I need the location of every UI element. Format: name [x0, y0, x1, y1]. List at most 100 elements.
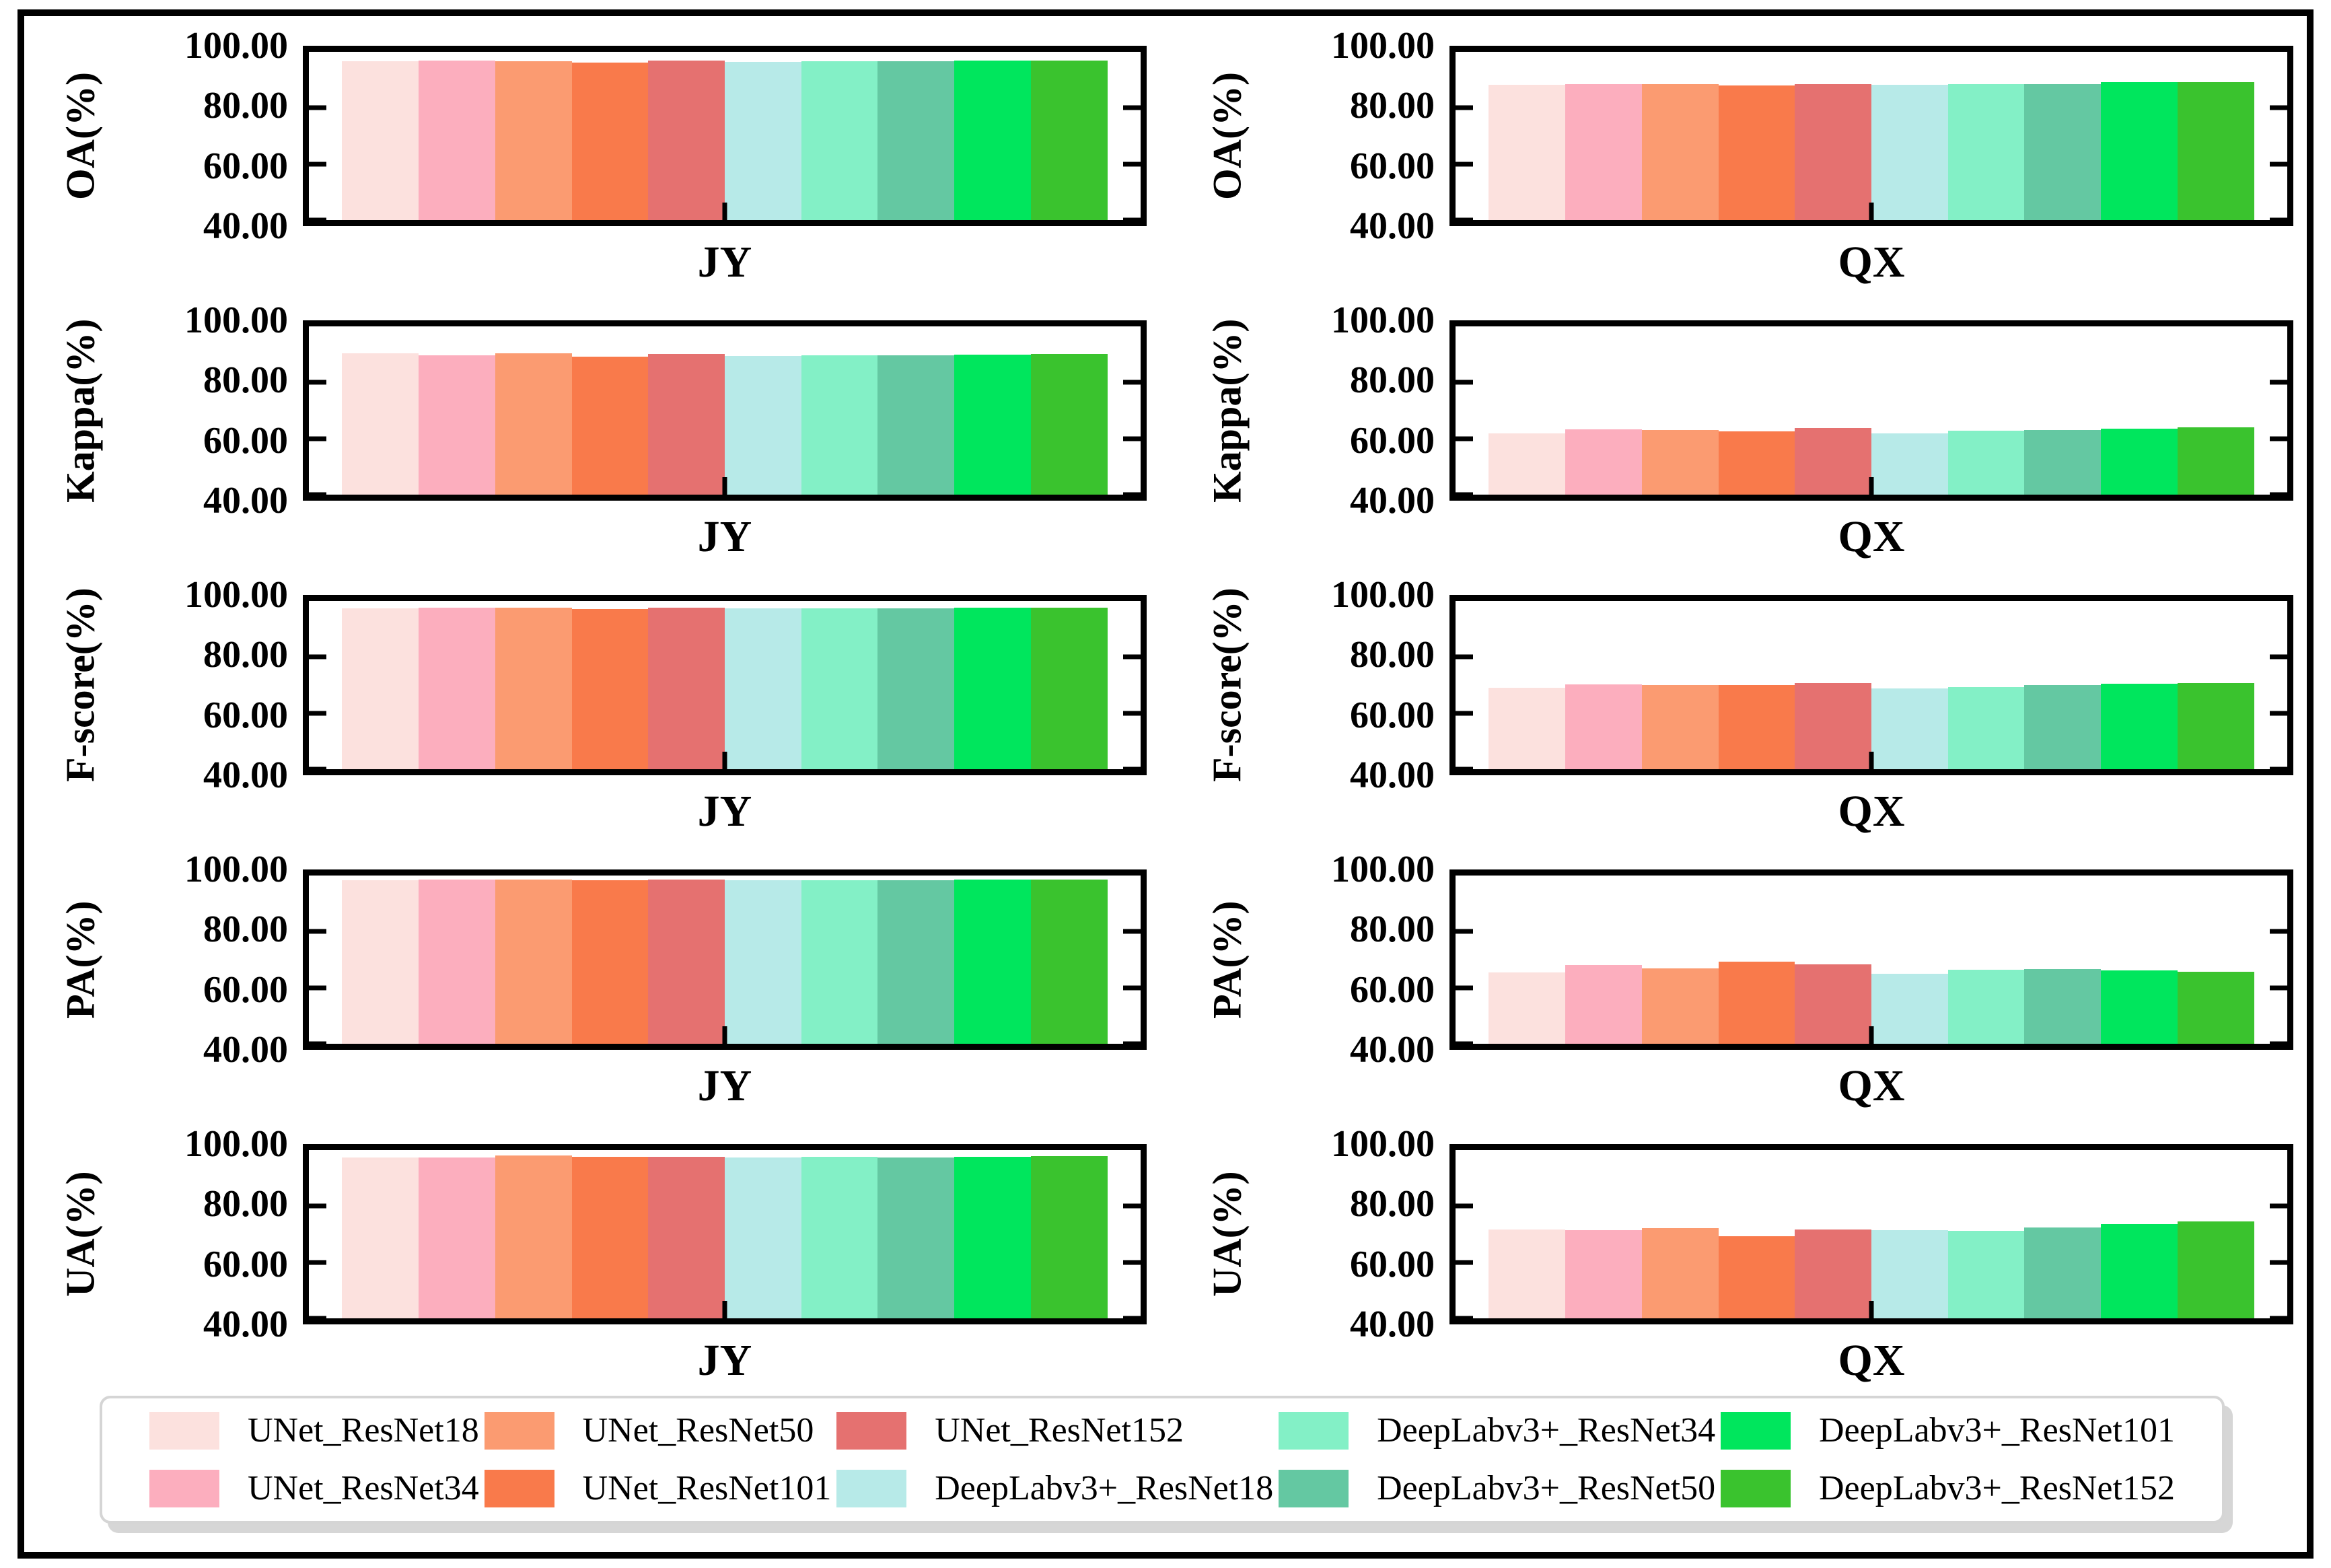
axis-tick [309, 162, 326, 167]
bar-UNet_ResNet152 [1795, 83, 1872, 220]
axis-tick [1123, 436, 1141, 441]
legend-label: UNet_ResNet18 [248, 1411, 479, 1450]
bar-UNet_ResNet18 [1489, 433, 1566, 495]
axis-tick [2270, 162, 2287, 167]
axis-tick [1123, 1041, 1141, 1044]
x-axis-tick [1869, 203, 1874, 220]
bar-DeepLabv3+_ResNet34 [801, 1157, 878, 1318]
plot-area [303, 869, 1147, 1050]
bar-DeepLabv3+_ResNet50 [877, 608, 955, 769]
bar-DeepLabv3+_ResNet152 [1030, 1156, 1108, 1318]
bar-DeepLabv3+_ResNet34 [1947, 1231, 2025, 1318]
axis-tick [2270, 711, 2287, 716]
axis-tick [1123, 380, 1141, 385]
bar-DeepLabv3+_ResNet50 [877, 61, 955, 220]
subplot-JY-ua: UA(%) 100.00 80.00 60.00 40.00 JY [47, 1125, 1147, 1419]
bar-DeepLabv3+_ResNet18 [725, 61, 801, 220]
axis-tick [2270, 1041, 2287, 1044]
legend-box: UNet_ResNet18 UNet_ResNet34 UNet_ResNet5… [100, 1396, 2225, 1524]
axis-tick [1456, 380, 1473, 385]
x-axis-label: QX [1838, 238, 1905, 287]
axis-tick [1456, 1041, 1473, 1044]
legend-entry: DeepLabv3+_ResNet34 [1279, 1412, 1715, 1450]
axis-tick [1456, 1260, 1473, 1265]
legend-swatch [836, 1412, 907, 1450]
axis-tick [2270, 436, 2287, 441]
y-tick-label: 40.00 [203, 480, 288, 522]
plot-area [1449, 1144, 2293, 1324]
y-tick-label: 100.00 [184, 849, 288, 890]
legend-label: UNet_ResNet101 [582, 1469, 832, 1507]
bar-UNet_ResNet34 [1565, 965, 1642, 1044]
y-tick-label: 80.00 [203, 634, 288, 676]
y-tick-label: 40.00 [203, 1304, 288, 1345]
axis-tick [309, 1041, 326, 1044]
y-tick-label: 60.00 [1350, 145, 1435, 187]
bar-UNet_ResNet34 [419, 355, 495, 495]
x-axis-label: QX [1838, 1336, 1905, 1385]
plot-area [1449, 320, 2293, 501]
bar-UNet_ResNet101 [571, 608, 649, 769]
bar-UNet_ResNet101 [1718, 961, 1795, 1044]
x-axis-label: JY [697, 1061, 752, 1110]
legend-entry: DeepLabv3+_ResNet18 [836, 1470, 1273, 1507]
bar-UNet_ResNet101 [571, 1157, 649, 1318]
bar-UNet_ResNet152 [648, 880, 725, 1044]
legend-swatch [1721, 1470, 1791, 1507]
bar-UNet_ResNet152 [648, 353, 725, 495]
y-tick-label: 100.00 [1331, 1123, 1435, 1165]
y-tick-label: 100.00 [184, 574, 288, 616]
y-tick-label: 40.00 [203, 1029, 288, 1071]
plot-area [303, 595, 1147, 775]
subplot-QX-kappa: Kappa(%) 100.00 80.00 60.00 40.00 QX [1194, 301, 2293, 595]
bar-DeepLabv3+_ResNet152 [2177, 81, 2254, 220]
figure-border: OA(%) 100.00 80.00 60.00 40.00 JY OA(%) 100… [17, 9, 2314, 1559]
axis-tick [2270, 985, 2287, 991]
legend-swatch [484, 1470, 554, 1507]
y-tick-label: 40.00 [1350, 1029, 1435, 1071]
bar-DeepLabv3+_ResNet18 [1871, 688, 1948, 769]
bar-UNet_ResNet18 [342, 1157, 419, 1318]
axis-tick [309, 217, 326, 220]
bar-UNet_ResNet101 [571, 357, 649, 495]
axis-tick [309, 1316, 326, 1318]
x-axis-tick [722, 752, 727, 769]
bar-group [342, 1150, 1108, 1318]
subplot-QX-pa: PA(%) 100.00 80.00 60.00 40.00 QX [1194, 851, 2293, 1144]
axis-tick [309, 711, 326, 716]
legend-label: DeepLabv3+_ResNet152 [1819, 1469, 2175, 1507]
bar-group [1489, 876, 2254, 1044]
legend-entry: DeepLabv3+_ResNet50 [1279, 1470, 1715, 1507]
x-axis-label: JY [697, 512, 752, 561]
bar-DeepLabv3+_ResNet34 [801, 608, 878, 769]
legend-column: UNet_ResNet152 DeepLabv3+_ResNet18 [836, 1412, 1273, 1507]
bar-UNet_ResNet152 [1795, 682, 1872, 769]
y-axis-ticks: 100.00 80.00 60.00 40.00 [1261, 851, 1449, 1069]
y-tick-label: 100.00 [1331, 574, 1435, 616]
x-axis-label: QX [1838, 1061, 1905, 1110]
y-tick-label: 40.00 [1350, 205, 1435, 247]
bar-DeepLabv3+_ResNet101 [2101, 1224, 2178, 1318]
bar-group [1489, 601, 2254, 769]
bar-UNet_ResNet152 [648, 1156, 725, 1318]
bar-DeepLabv3+_ResNet50 [877, 880, 955, 1044]
bar-UNet_ResNet152 [648, 61, 725, 220]
bar-UNet_ResNet18 [1489, 84, 1566, 220]
y-tick-label: 100.00 [1331, 299, 1435, 341]
y-tick-label: 60.00 [1350, 968, 1435, 1011]
bar-DeepLabv3+_ResNet152 [2177, 682, 2254, 769]
bar-group [342, 52, 1108, 220]
y-axis-label: UA(%) [58, 1171, 103, 1297]
bar-UNet_ResNet18 [342, 353, 419, 495]
bar-UNet_ResNet34 [419, 880, 495, 1044]
bar-DeepLabv3+_ResNet152 [1030, 608, 1108, 769]
bar-UNet_ResNet34 [1565, 1230, 1642, 1318]
y-tick-label: 80.00 [203, 359, 288, 402]
bar-DeepLabv3+_ResNet34 [1947, 84, 2025, 220]
y-axis-ticks: 100.00 80.00 60.00 40.00 [1261, 576, 1449, 794]
axis-tick [309, 985, 326, 991]
bar-UNet_ResNet34 [419, 1157, 495, 1318]
axis-tick [1123, 1203, 1141, 1209]
plot-area [303, 320, 1147, 501]
bar-UNet_ResNet50 [495, 1155, 572, 1318]
